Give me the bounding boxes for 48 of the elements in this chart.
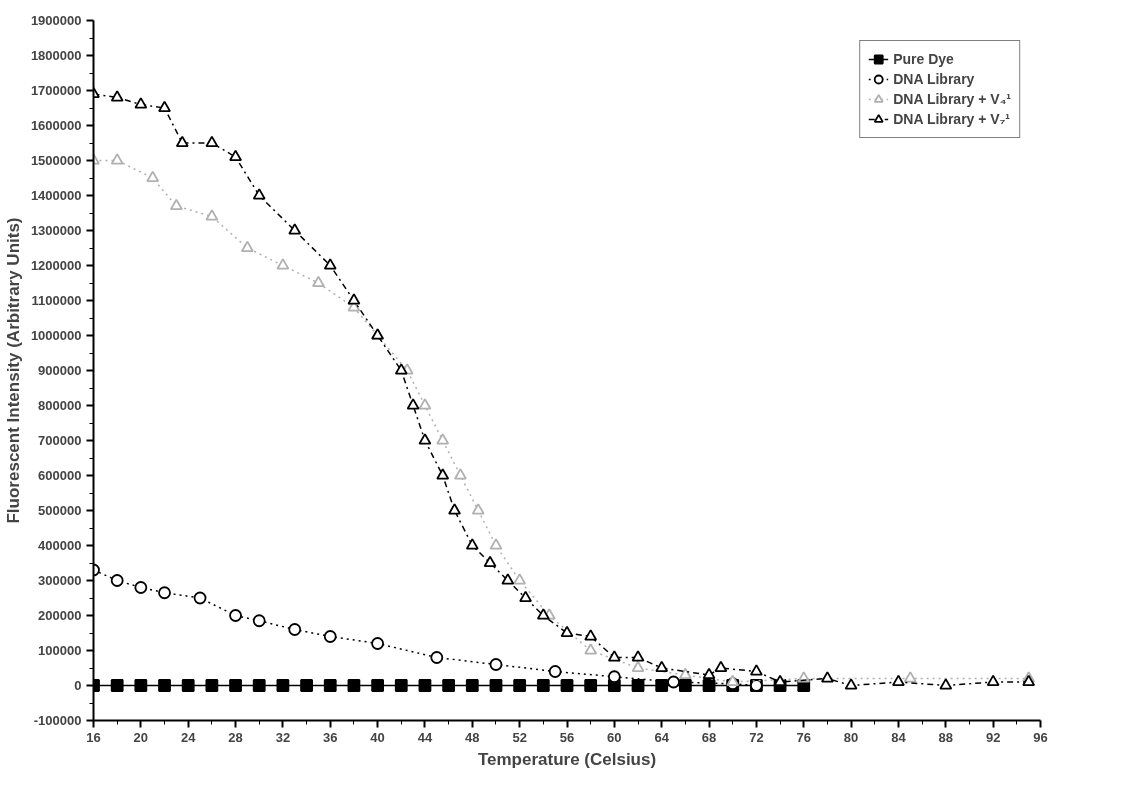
y-tick-label: 600000: [38, 468, 82, 483]
x-tick-label: 20: [133, 729, 149, 745]
x-tick-label: 16: [86, 729, 101, 745]
legend-label: DNA Library + V₇¹: [893, 111, 1010, 127]
y-tick-label: 0: [74, 678, 82, 693]
y-tick-label: 100000: [38, 643, 82, 658]
y-tick-label: 1800000: [30, 48, 82, 63]
x-tick-label: 36: [323, 729, 338, 745]
y-tick-label: 400000: [38, 538, 82, 553]
y-tick-label: 1700000: [30, 83, 82, 98]
y-tick-label: 800000: [38, 398, 82, 413]
y-tick-label: 300000: [38, 573, 82, 588]
y-tick-label: 1600000: [30, 118, 82, 133]
x-tick-label: 44: [417, 729, 433, 745]
x-tick-label: 32: [275, 729, 291, 745]
y-tick-label: 200000: [38, 608, 82, 623]
y-tick-label: 700000: [38, 433, 82, 448]
y-tick-label: 500000: [38, 503, 82, 518]
y-tick-label: 1200000: [30, 258, 82, 273]
x-tick-label: 64: [654, 729, 670, 745]
y-tick-label: 1000000: [30, 328, 82, 343]
x-tick-label: 52: [512, 729, 527, 745]
x-tick-label: 28: [228, 729, 243, 745]
x-tick-label: 56: [559, 729, 575, 745]
y-axis-title: Fluorescent Intensity (Arbitrary Units): [3, 217, 23, 524]
x-tick-label: 88: [938, 729, 954, 745]
x-tick-label: 68: [701, 729, 717, 745]
legend-label: DNA Library + V₄¹: [893, 91, 1011, 107]
x-tick-label: 76: [796, 729, 811, 745]
y-tick-label: 1400000: [30, 188, 82, 203]
legend-label: Pure Dye: [893, 51, 954, 67]
x-tick-label: 72: [749, 729, 764, 745]
x-tick-label: 96: [1033, 729, 1048, 745]
x-tick-label: 24: [180, 729, 197, 745]
y-tick-label: 1100000: [31, 293, 82, 308]
legend-label: DNA Library: [893, 71, 975, 87]
x-tick-label: 40: [370, 729, 385, 745]
x-tick-label: 80: [843, 729, 859, 745]
y-tick-label: 900000: [38, 363, 82, 378]
x-axis-title: Temperature (Celsius): [477, 749, 657, 769]
x-tick-label: 92: [985, 729, 1001, 745]
y-tick-label: 1900000: [30, 13, 82, 28]
y-tick-label: 1300000: [30, 223, 82, 238]
y-tick-label: -100000: [33, 713, 82, 728]
x-tick-label: 60: [607, 729, 622, 745]
x-tick-label: 84: [891, 729, 907, 745]
y-tick-label: 1500000: [30, 153, 82, 168]
x-tick-label: 48: [465, 729, 480, 745]
